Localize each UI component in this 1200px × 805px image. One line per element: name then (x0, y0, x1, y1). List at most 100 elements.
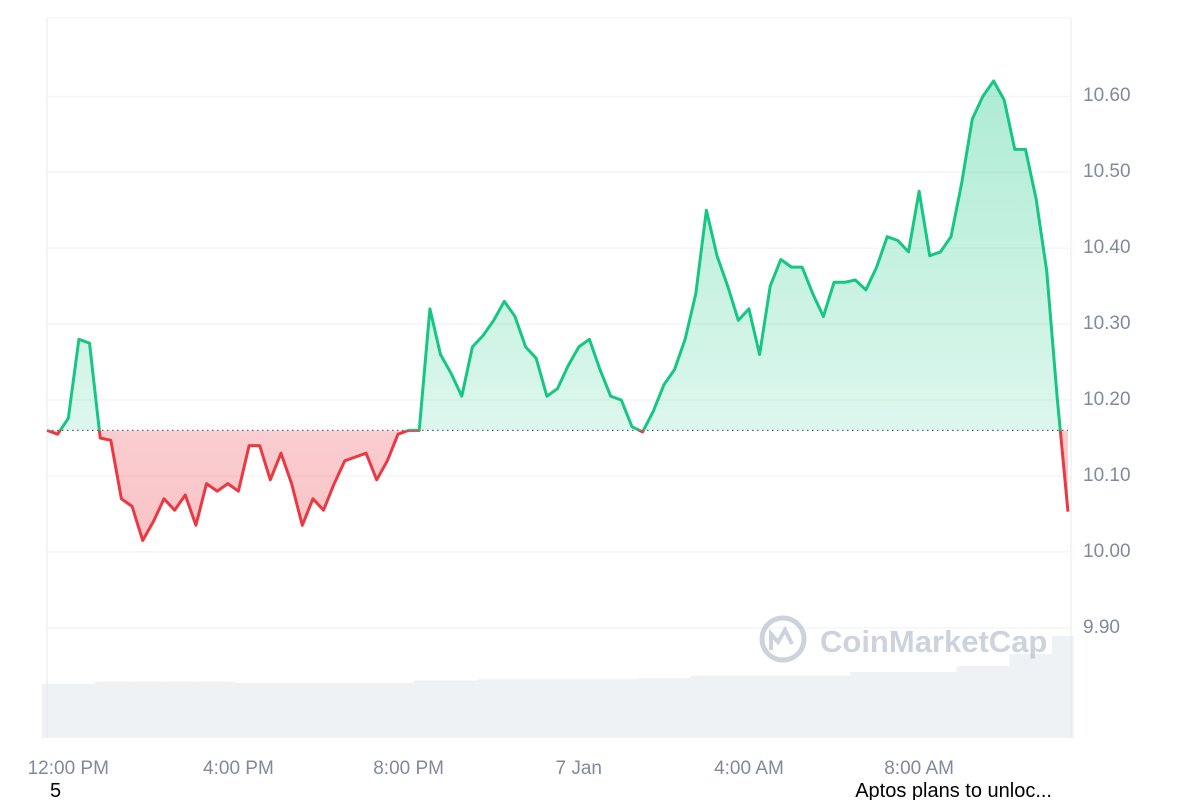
volume-bar (382, 682, 394, 738)
volume-bar (637, 678, 649, 738)
volume-bar (158, 681, 170, 738)
volume-bar (456, 680, 468, 738)
y-tick-label: 10.10 (1083, 465, 1131, 486)
volume-bar (477, 679, 489, 738)
volume-bar (1030, 654, 1042, 738)
volume-bar (296, 682, 309, 738)
volume-bar (828, 675, 840, 738)
volume-bar (626, 679, 638, 738)
volume-bar (84, 684, 96, 738)
volume-bar (190, 681, 202, 738)
volume-bar (392, 682, 404, 738)
y-tick-label: 10.20 (1083, 389, 1131, 410)
volume-bar (509, 679, 521, 738)
volume-bar (839, 675, 851, 738)
volume-bar (913, 672, 925, 738)
volume-bar (211, 681, 223, 738)
volume-bar (573, 679, 585, 738)
x-tick-label: 7 Jan (556, 758, 602, 779)
volume-bar (584, 679, 596, 738)
volume-bar (530, 679, 543, 738)
volume-bar (945, 672, 957, 738)
x-tick-label: 8:00 PM (373, 758, 444, 779)
volume-bar (148, 681, 160, 738)
volume-bar (647, 678, 660, 738)
volume-bar (807, 675, 819, 738)
price-layer (46, 79, 1070, 542)
volume-bar (520, 679, 532, 738)
volume-bar (786, 675, 798, 738)
volume-bar (722, 675, 734, 738)
volume-bar (201, 681, 213, 738)
volume-bar (562, 679, 574, 738)
area-down (47, 430, 1068, 541)
volume-bar (328, 682, 340, 738)
x-tick-label: 8:00 AM (884, 758, 954, 779)
volume-bar (881, 672, 894, 738)
volume-bar (435, 680, 447, 738)
volume-bar (126, 681, 138, 738)
volume-bar (137, 681, 149, 738)
volume-bar (488, 679, 500, 738)
volume-bar (690, 675, 702, 738)
volume-bar (935, 672, 947, 738)
volume-bar (62, 684, 75, 738)
volume-bar (275, 682, 287, 738)
volume-bar (424, 680, 436, 738)
watermark: CoinMarketCap (759, 615, 1047, 663)
volume-bar (977, 666, 989, 738)
volume-bar (499, 679, 511, 738)
volume-bar (892, 672, 904, 738)
volume-bar (764, 675, 777, 738)
x-tick-label: 12:00 PM (28, 758, 109, 779)
volume-bar (966, 666, 979, 738)
price-line-up (46, 79, 1062, 431)
volume-bar (233, 682, 245, 738)
volume-bar (903, 672, 915, 738)
volume-bar (605, 679, 617, 738)
volume-bar (658, 678, 670, 738)
volume-bar (871, 672, 883, 738)
volume-bar (796, 675, 808, 738)
volume-bar (94, 681, 106, 738)
price-line-down (46, 430, 1070, 542)
watermark-text: CoinMarketCap (820, 624, 1047, 659)
volume-bar (73, 684, 85, 738)
volume-bar (1041, 654, 1053, 738)
volume-bar (1020, 654, 1032, 738)
volume-bar (105, 681, 117, 738)
x-tick-label: 4:00 AM (714, 758, 784, 779)
volume-bar (1052, 636, 1064, 738)
y-tick-label: 10.50 (1083, 161, 1131, 182)
volume-bar (52, 684, 64, 738)
y-tick-label: 10.00 (1083, 541, 1131, 562)
volume-bar (924, 672, 936, 738)
volume-bar (169, 681, 181, 738)
volume-bar (956, 666, 968, 738)
volume-bar (445, 680, 457, 738)
volume-bar (552, 679, 564, 738)
volume-bar (179, 681, 192, 738)
volume-bar (116, 681, 128, 738)
volume-layer (41, 636, 1074, 738)
volume-bar (360, 682, 372, 738)
volume-bar (1062, 636, 1074, 738)
volume-bar (222, 681, 234, 738)
y-tick-label: 10.60 (1083, 85, 1131, 106)
volume-bar (998, 666, 1011, 738)
volume-bar (254, 682, 266, 738)
volume-bar (818, 675, 830, 738)
volume-bar (350, 682, 362, 738)
y-tick-label: 9.90 (1083, 617, 1120, 638)
volume-bar (775, 675, 787, 738)
volume-bar (1009, 654, 1021, 738)
volume-bar (701, 675, 713, 738)
volume-bar (265, 682, 277, 738)
volume-bar (243, 682, 255, 738)
volume-bar (849, 672, 862, 738)
volume-bar (286, 682, 298, 738)
volume-bar (318, 682, 330, 738)
volume-bar (403, 682, 415, 738)
y-tick-label: 10.30 (1083, 313, 1131, 334)
